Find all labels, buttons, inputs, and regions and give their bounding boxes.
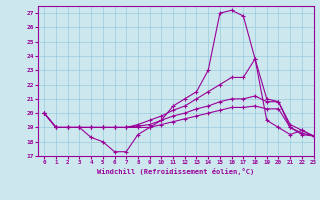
X-axis label: Windchill (Refroidissement éolien,°C): Windchill (Refroidissement éolien,°C) xyxy=(97,168,255,175)
